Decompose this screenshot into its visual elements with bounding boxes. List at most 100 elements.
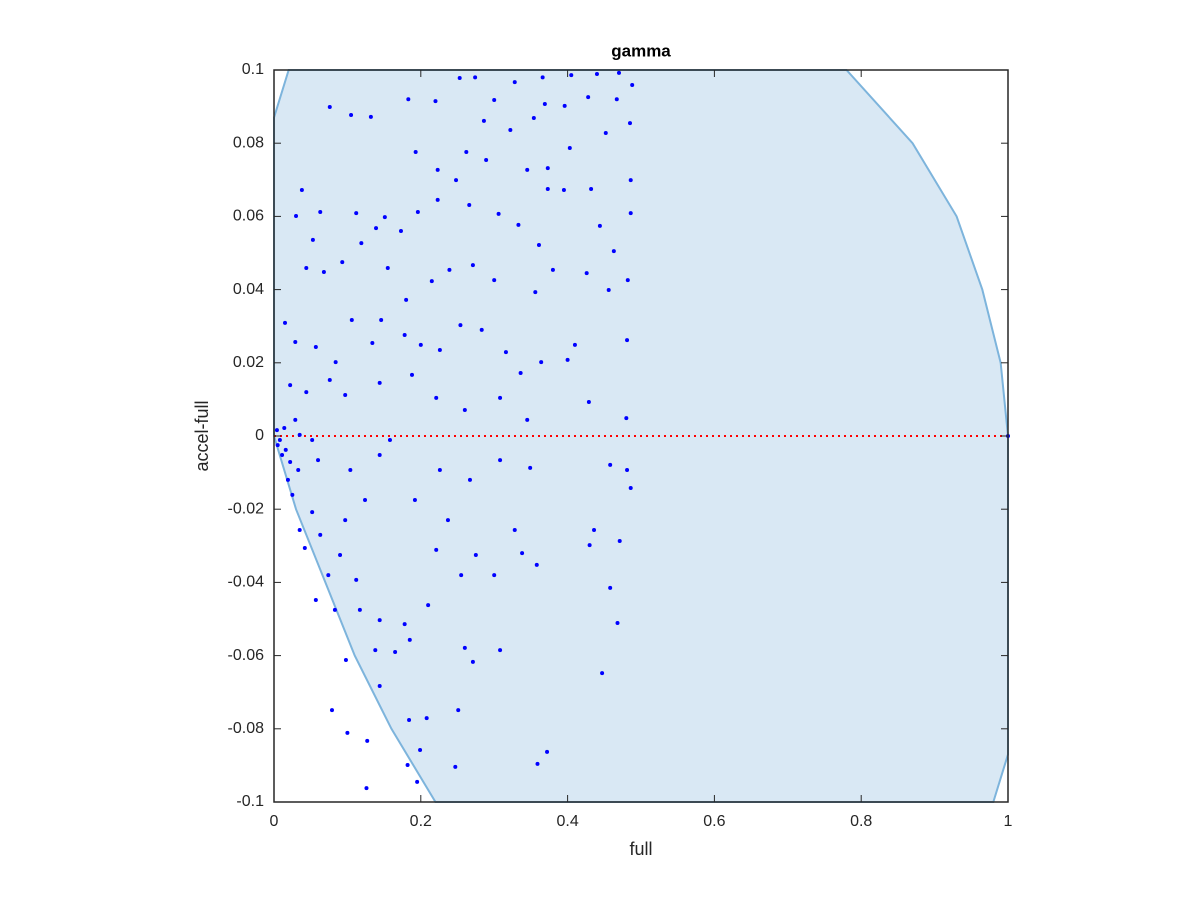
point [359,241,364,246]
point [498,648,503,653]
point [282,425,287,430]
point [603,130,608,135]
point [508,128,513,133]
point [406,97,411,102]
point [294,214,299,219]
point [405,763,410,768]
point [540,75,545,80]
point [625,468,630,473]
point [332,607,337,612]
point [496,211,501,216]
point [454,178,459,183]
point [492,98,497,103]
point [498,458,503,463]
point [373,648,378,653]
point [516,222,521,227]
point [625,278,630,283]
point [274,428,279,433]
point [426,603,431,608]
point [412,498,417,503]
point [288,459,293,464]
point [462,408,467,413]
point [327,378,332,383]
point [492,278,497,283]
point [283,320,288,325]
point [343,657,348,662]
point [456,708,461,713]
point [565,357,570,362]
point [518,371,523,376]
point [318,532,323,537]
y-tick-label: -0.1 [236,793,264,810]
y-tick-label: 0.08 [233,134,264,151]
point [528,465,533,470]
point [407,637,412,642]
point [293,339,298,344]
point [608,585,613,590]
point [434,395,439,400]
point [382,215,387,220]
point [473,75,478,80]
point [467,477,472,482]
point [413,149,418,154]
point [393,649,398,654]
y-tick-label: 0.06 [233,208,264,225]
point [364,786,369,791]
point [453,764,458,769]
point [628,485,633,490]
point [512,80,517,85]
point [343,518,348,523]
point [628,211,633,216]
x-tick-label: 0.2 [410,813,432,830]
point [283,447,288,452]
point [407,718,412,723]
point [379,317,384,322]
point [630,83,635,88]
point [415,210,420,215]
point [606,287,611,292]
y-axis-label: accel-full [192,400,212,471]
point [536,242,541,247]
point [299,188,304,193]
point [569,73,574,78]
point [302,545,307,550]
point [545,166,550,171]
point [534,562,539,567]
point [424,716,429,721]
point [503,350,508,355]
point [354,211,359,216]
point [586,95,591,100]
point [611,249,616,254]
point [533,290,538,295]
point [459,573,464,578]
point [349,317,354,322]
point [402,332,407,337]
point [470,659,475,664]
point [531,115,536,120]
point [592,528,597,533]
x-tick-label: 0.4 [556,813,578,830]
x-tick-label: 1 [1004,813,1013,830]
point [404,297,409,302]
point [437,468,442,473]
point [473,552,478,557]
point [615,621,620,626]
point [374,226,379,231]
point [327,104,332,109]
point [484,158,489,163]
point [290,492,295,497]
point [617,539,622,544]
point [600,671,605,676]
point [562,103,567,108]
point [365,738,370,743]
point [318,210,323,215]
point [433,99,438,104]
point [275,443,280,448]
point [470,263,475,268]
point [285,477,290,482]
point [624,416,629,421]
point [435,167,440,172]
point [616,70,621,75]
point [277,438,282,443]
point [370,341,375,346]
